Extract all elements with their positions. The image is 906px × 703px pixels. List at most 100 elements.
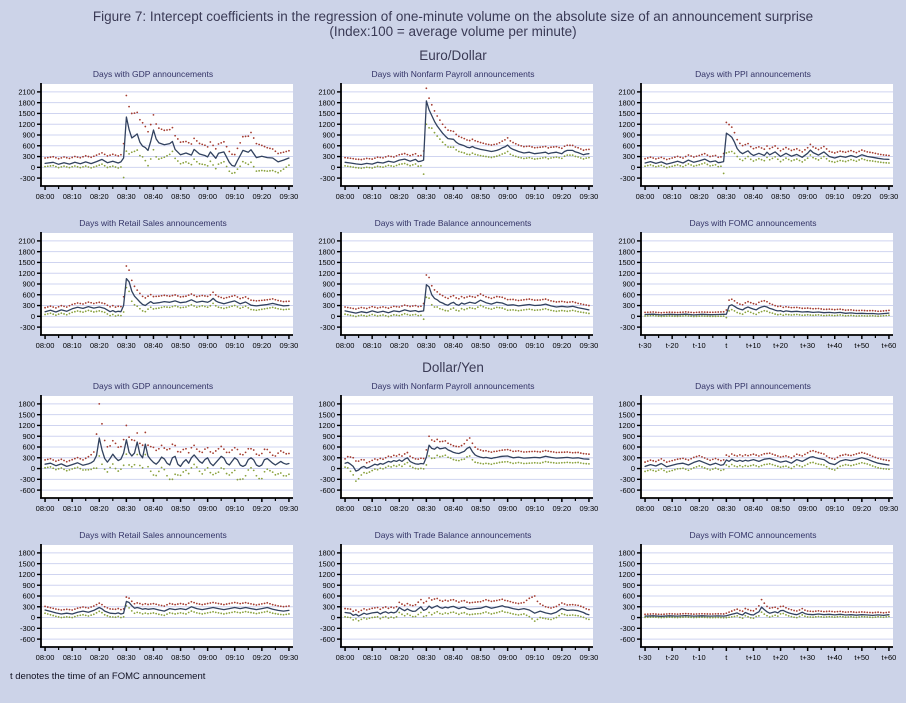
svg-text:09:00: 09:00	[498, 341, 517, 350]
svg-text:09:30: 09:30	[280, 341, 299, 350]
figure-subtitle: (Index:100 = average volume per minute)	[329, 24, 577, 39]
chart-title: Days with GDP announcements	[92, 381, 214, 391]
svg-text:09:00: 09:00	[498, 192, 517, 201]
svg-text:09:10: 09:10	[225, 653, 244, 662]
svg-text:08:40: 08:40	[444, 504, 463, 513]
svg-text:08:20: 08:20	[390, 653, 409, 662]
svg-text:08:00: 08:00	[336, 341, 355, 350]
svg-text:09:10: 09:10	[525, 504, 544, 513]
svg-text:1500: 1500	[18, 559, 35, 568]
figure-title: Figure 7: Intercept coefficients in the …	[92, 9, 814, 24]
svg-text:09:00: 09:00	[798, 192, 817, 201]
chart-title: Days with Retail Sales announcements	[79, 530, 227, 540]
svg-text:t+10: t+10	[746, 341, 761, 350]
svg-text:08:40: 08:40	[744, 504, 763, 513]
svg-text:300: 300	[622, 152, 635, 161]
svg-text:1500: 1500	[18, 410, 35, 419]
svg-text:300: 300	[322, 152, 335, 161]
svg-text:300: 300	[322, 602, 335, 611]
svg-text:09:10: 09:10	[225, 192, 244, 201]
svg-text:08:30: 08:30	[417, 653, 436, 662]
chart-title: Days with Trade Balance announcements	[374, 530, 532, 540]
svg-text:t+60: t+60	[882, 653, 897, 662]
svg-text:09:10: 09:10	[525, 341, 544, 350]
svg-text:t-10: t-10	[693, 653, 706, 662]
svg-text:08:40: 08:40	[144, 192, 163, 201]
svg-text:1200: 1200	[618, 421, 635, 430]
svg-text:08:30: 08:30	[117, 504, 136, 513]
svg-text:09:20: 09:20	[252, 504, 271, 513]
svg-text:1800: 1800	[18, 549, 35, 558]
svg-text:1500: 1500	[618, 109, 635, 118]
svg-text:09:20: 09:20	[552, 192, 571, 201]
svg-text:08:10: 08:10	[63, 341, 82, 350]
svg-text:08:40: 08:40	[144, 653, 163, 662]
svg-text:09:20: 09:20	[552, 504, 571, 513]
svg-text:t+40: t+40	[827, 653, 842, 662]
svg-text:600: 600	[22, 290, 35, 299]
chart-eurodollar-gdp: Days with GDP announcements 2100 1800 1500…	[6, 69, 300, 202]
svg-text:08:20: 08:20	[90, 192, 109, 201]
svg-text:600: 600	[22, 592, 35, 601]
svg-text:900: 900	[22, 432, 35, 441]
svg-text:08:30: 08:30	[417, 192, 436, 201]
svg-text:08:30: 08:30	[117, 192, 136, 201]
svg-text:08:20: 08:20	[690, 192, 709, 201]
svg-text:1200: 1200	[18, 570, 35, 579]
svg-text:09:20: 09:20	[252, 192, 271, 201]
chart-eurodollar-fomc: Days with FOMC announcements 2100 1800 150…	[606, 218, 900, 351]
svg-text:t-20: t-20	[666, 653, 679, 662]
svg-text:0: 0	[31, 312, 35, 321]
svg-text:-300: -300	[20, 174, 35, 183]
svg-text:08:10: 08:10	[63, 653, 82, 662]
svg-text:600: 600	[322, 443, 335, 452]
svg-text:08:50: 08:50	[771, 192, 790, 201]
svg-text:-600: -600	[20, 635, 35, 644]
svg-text:-300: -300	[620, 475, 635, 484]
chart-title: Days with Nonfarm Payroll announcements	[371, 69, 535, 79]
svg-text:09:20: 09:20	[252, 341, 271, 350]
footnote: t denotes the time of an FOMC announceme…	[10, 671, 206, 682]
chart-title: Days with FOMC announcements	[689, 530, 817, 540]
svg-text:09:20: 09:20	[852, 504, 871, 513]
svg-text:-300: -300	[620, 174, 635, 183]
svg-text:-300: -300	[620, 624, 635, 633]
svg-text:08:40: 08:40	[744, 192, 763, 201]
chart-row-dollaryen-1: Days with GDP announcements 1800 1500 1200…	[6, 381, 900, 514]
svg-text:09:00: 09:00	[198, 504, 217, 513]
svg-text:08:30: 08:30	[117, 653, 136, 662]
chart-dollaryen-retail-sales: Days with Retail Sales announcements 180…	[6, 530, 300, 663]
svg-text:-600: -600	[620, 486, 635, 495]
svg-text:1500: 1500	[618, 258, 635, 267]
svg-text:300: 300	[22, 453, 35, 462]
svg-text:1800: 1800	[18, 98, 35, 107]
svg-text:09:20: 09:20	[852, 192, 871, 201]
chart-dollaryen-gdp: Days with GDP announcements 1800 1500 1200…	[6, 381, 300, 514]
svg-text:0: 0	[31, 464, 35, 473]
svg-text:300: 300	[22, 152, 35, 161]
svg-text:1200: 1200	[618, 120, 635, 129]
chart-dollaryen-nonfarm-payroll: Days with Nonfarm Payroll announcements …	[306, 381, 600, 514]
chart-title: Days with PPI announcements	[695, 69, 811, 79]
svg-text:09:30: 09:30	[280, 653, 299, 662]
svg-text:0: 0	[31, 163, 35, 172]
svg-text:0: 0	[31, 613, 35, 622]
svg-text:t+50: t+50	[854, 653, 869, 662]
svg-text:900: 900	[322, 131, 335, 140]
svg-text:08:10: 08:10	[363, 341, 382, 350]
svg-text:08:20: 08:20	[390, 341, 409, 350]
svg-text:-300: -300	[320, 174, 335, 183]
svg-text:08:40: 08:40	[444, 341, 463, 350]
svg-text:1200: 1200	[318, 120, 335, 129]
chart-row-eurodollar-1: Days with GDP announcements 2100 1800 1500…	[6, 69, 900, 202]
svg-text:09:10: 09:10	[225, 341, 244, 350]
svg-text:08:10: 08:10	[663, 504, 682, 513]
svg-text:09:20: 09:20	[552, 653, 571, 662]
svg-text:2100: 2100	[618, 88, 635, 97]
svg-text:1500: 1500	[618, 559, 635, 568]
svg-text:1800: 1800	[318, 98, 335, 107]
svg-text:09:20: 09:20	[552, 341, 571, 350]
svg-text:08:00: 08:00	[636, 192, 655, 201]
